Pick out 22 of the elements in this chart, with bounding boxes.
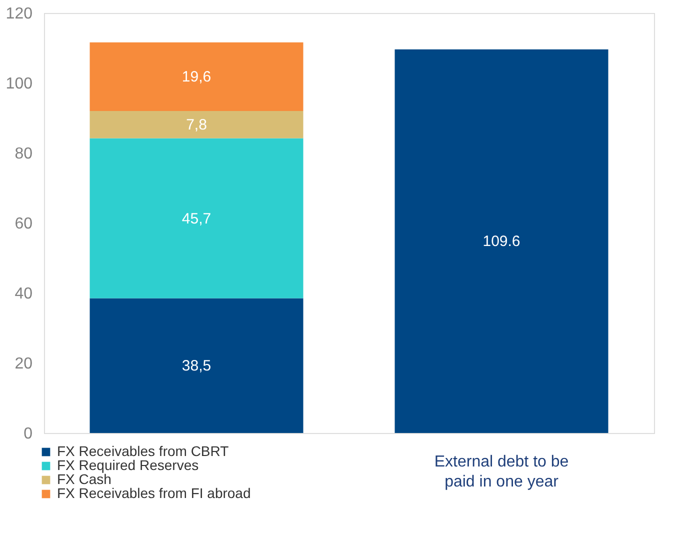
legend-label: FX Required Reserves: [57, 457, 199, 473]
y-tick-label: 0: [24, 426, 33, 442]
bar: [90, 138, 304, 298]
bar: [90, 298, 304, 433]
y-tick-label: 80: [14, 146, 33, 162]
bar: [90, 111, 304, 138]
data-label: 7,8: [186, 116, 207, 134]
legend-label: FX Receivables from FI abroad: [57, 485, 251, 501]
y-tick-label: 100: [6, 76, 33, 92]
bar: [394, 49, 608, 433]
y-tick-label: 20: [14, 356, 33, 372]
y-tick-label: 120: [6, 6, 33, 22]
y-tick-label: 40: [14, 286, 33, 302]
data-label: 109.6: [482, 233, 520, 250]
bar: [90, 42, 304, 111]
x-tick-label: External debt to be paid in one year: [434, 454, 569, 490]
data-label: 38,5: [182, 358, 212, 375]
legend-label: FX Receivables from CBRT: [57, 443, 230, 459]
legend-label: FX Cash: [57, 471, 112, 487]
data-label: 19,6: [182, 68, 212, 86]
data-label: 45,7: [182, 210, 212, 228]
y-tick-label: 60: [14, 216, 33, 232]
